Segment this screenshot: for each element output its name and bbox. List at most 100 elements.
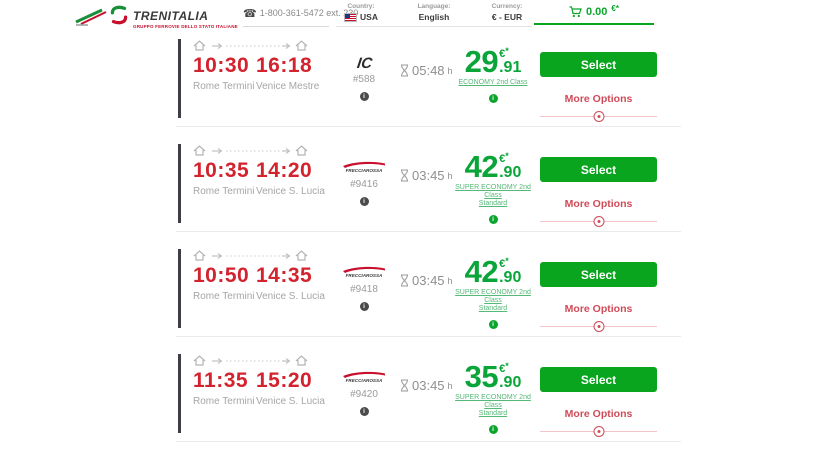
fare-info-icon[interactable]: i: [488, 425, 498, 434]
price-currency: €: [499, 48, 506, 60]
more-options[interactable]: More Options: [540, 408, 657, 437]
price-currency: €: [499, 363, 506, 375]
price-star: *: [505, 361, 509, 371]
departure-time: 10:35: [193, 159, 250, 182]
arrival-time: 15:20: [256, 369, 313, 392]
journey-route-icon: [193, 250, 308, 261]
phone-contact[interactable]: ☎ 1-800-361-5472 ext. 230: [243, 7, 358, 27]
hourglass-icon: [401, 169, 408, 182]
train-number: #9420: [350, 389, 378, 400]
more-options[interactable]: More Options: [540, 198, 657, 227]
cart-icon: [569, 6, 582, 18]
currency-label: Currency:: [491, 3, 523, 10]
arrival-time: 14:35: [256, 264, 313, 287]
journey-route-icon: [193, 145, 308, 156]
train-result-row: 11:35 Rome Termini 15:20 Venice S. Lucia…: [176, 350, 681, 450]
row-accent-bar: [178, 144, 181, 223]
arrival-station: Venice Mestre: [256, 81, 320, 92]
train-info-icon[interactable]: i: [359, 197, 369, 206]
price-minor: .91: [499, 59, 522, 76]
cart-currency: €: [611, 4, 616, 13]
departure-time: 10:50: [193, 264, 250, 287]
expand-circle-icon[interactable]: [593, 111, 604, 122]
train-results-list: 10:30 Rome Termini 16:18 Venice Mestre I…: [176, 35, 681, 450]
train-number: #9416: [350, 179, 378, 190]
arrival-station: Venice S. Lucia: [256, 186, 325, 197]
select-button[interactable]: Select: [540, 367, 657, 392]
journey-route-icon: [193, 355, 308, 366]
train-result-row: 10:30 Rome Termini 16:18 Venice Mestre I…: [176, 35, 681, 140]
expand-circle-icon[interactable]: [593, 321, 604, 332]
row-separator: [176, 336, 681, 337]
price-major: 29: [464, 44, 499, 79]
frecciarossa-logo: FRECCIAROSSA: [343, 266, 385, 278]
language-selector[interactable]: Language: English: [409, 3, 459, 22]
hourglass-icon: [401, 274, 408, 287]
price-minor: .90: [499, 164, 522, 181]
currency-selector[interactable]: Currency: € - EUR: [482, 3, 532, 22]
price-star: *: [505, 151, 509, 161]
departure-station: Rome Termini: [193, 186, 255, 197]
country-label: Country:: [347, 3, 375, 10]
train-info-icon[interactable]: i: [359, 92, 369, 101]
duration-value: 03:45: [412, 168, 445, 183]
hourglass-icon: [401, 379, 408, 392]
fare-class-link[interactable]: SUPER ECONOMY 2nd Class Standard: [455, 394, 531, 417]
hourglass-icon: [401, 64, 408, 77]
row-accent-bar: [178, 249, 181, 328]
fare-info-icon[interactable]: i: [488, 94, 498, 103]
train-info-icon[interactable]: i: [359, 302, 369, 311]
train-info-icon[interactable]: i: [359, 407, 369, 416]
fare-info-icon[interactable]: i: [488, 320, 498, 329]
select-button[interactable]: Select: [540, 262, 657, 287]
journey-route-icon: [193, 40, 308, 51]
train-number: #9418: [350, 284, 378, 295]
row-separator: [176, 126, 681, 127]
departure-time: 10:30: [193, 54, 250, 77]
trenitalia-logo[interactable]: TRENITALIA GRUPPO FERROVIE DELLO STATO I…: [108, 4, 238, 29]
price: 29 €* .91: [464, 44, 522, 79]
fare-class-link[interactable]: SUPER ECONOMY 2nd Class Standard: [455, 184, 531, 207]
select-button[interactable]: Select: [540, 157, 657, 182]
duration-value: 03:45: [412, 378, 445, 393]
price-star: *: [505, 46, 509, 56]
italiarail-collab-logo: [75, 8, 107, 26]
fs-emblem-icon: [110, 5, 128, 25]
row-separator: [176, 231, 681, 232]
more-options[interactable]: More Options: [540, 303, 657, 332]
arrival-station: Venice S. Lucia: [256, 396, 325, 407]
duration-value: 05:48: [412, 63, 445, 78]
expand-circle-icon[interactable]: [593, 426, 604, 437]
departure-station: Rome Termini: [193, 291, 255, 302]
country-value: USA: [360, 12, 378, 22]
more-options[interactable]: More Options: [540, 93, 657, 122]
price-currency: €: [499, 258, 506, 270]
row-accent-bar: [178, 39, 181, 118]
price: 35 €* .90: [465, 361, 522, 392]
svg-text:FRECCIAROSSA: FRECCIAROSSA: [346, 378, 383, 383]
row-accent-bar: [178, 354, 181, 433]
arrival-time: 14:20: [256, 159, 313, 182]
price-minor: .90: [499, 269, 522, 286]
brand-name: TRENITALIA: [133, 9, 209, 23]
duration-value: 03:45: [412, 273, 445, 288]
arrival-station: Venice S. Lucia: [256, 291, 325, 302]
departure-station: Rome Termini: [193, 81, 255, 92]
price: 42 €* .90: [464, 254, 522, 289]
price-major: 42: [464, 149, 499, 184]
expand-circle-icon[interactable]: [593, 216, 604, 227]
more-options-label: More Options: [564, 198, 633, 210]
price-major: 42: [464, 254, 499, 289]
phone-number: 1-800-361-5472 ext. 230: [259, 8, 359, 18]
cart-star: *: [615, 4, 619, 13]
select-button[interactable]: Select: [540, 52, 657, 77]
intercity-logo: IC: [355, 55, 373, 72]
departure-time: 11:35: [193, 369, 249, 392]
fare-class-link[interactable]: ECONOMY 2nd Class: [458, 79, 528, 86]
price-star: *: [505, 256, 509, 266]
cart-button[interactable]: 0.00 €*: [534, 4, 654, 25]
country-selector[interactable]: Country: USA: [336, 3, 386, 22]
duration-unit: h: [447, 65, 453, 76]
fare-info-icon[interactable]: i: [488, 215, 498, 224]
fare-class-link[interactable]: SUPER ECONOMY 2nd Class Standard: [455, 289, 531, 312]
